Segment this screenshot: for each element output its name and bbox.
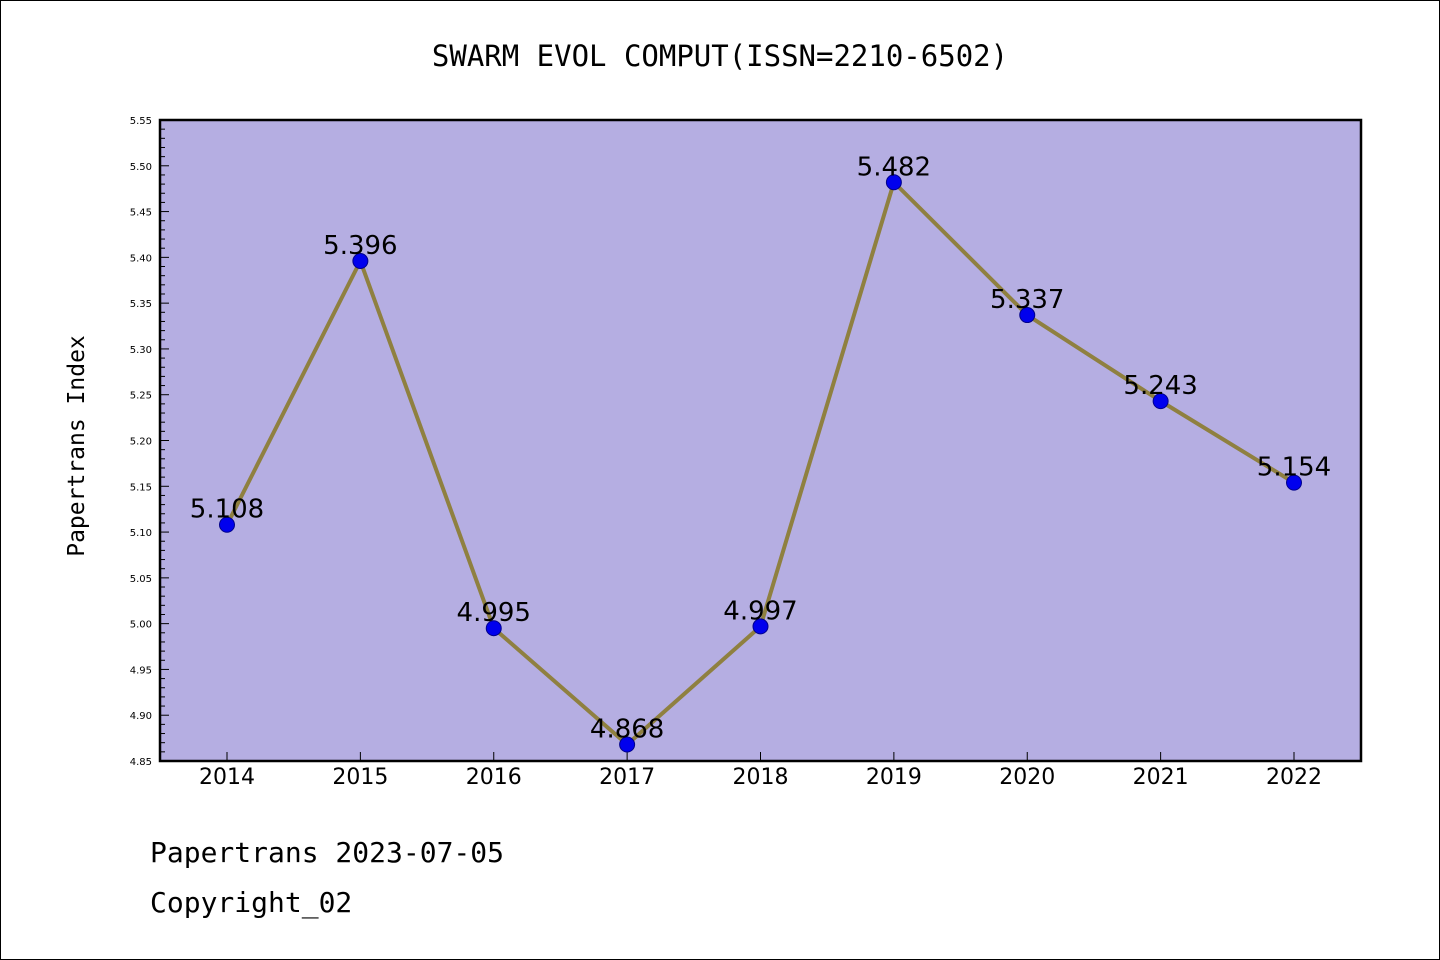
data-label: 5.108 bbox=[190, 495, 264, 525]
data-point bbox=[1019, 307, 1036, 324]
x-tick-label: 2015 bbox=[332, 765, 388, 790]
x-tick-label: 2021 bbox=[1133, 765, 1189, 790]
data-point bbox=[1286, 474, 1302, 491]
y-tick-label: 5.55 bbox=[130, 116, 152, 127]
x-axis: 2014 2015 2016 2017 2018 2019 2020 2021 2022 bbox=[199, 752, 1322, 790]
data-label: 5.396 bbox=[323, 231, 397, 261]
y-tick-label: 5.15 bbox=[130, 482, 152, 493]
plot-border bbox=[158, 118, 1363, 763]
y-tick-label: 4.85 bbox=[130, 757, 152, 768]
series-group: 5.108 5.396 4.995 4.868 4.997 5.482 5.337 5.243… bbox=[190, 152, 1331, 753]
x-tick-label: 2014 bbox=[199, 765, 255, 790]
plot-area bbox=[160, 120, 1361, 761]
y-tick-label: 5.45 bbox=[130, 208, 152, 219]
y-tick-label: 5.30 bbox=[130, 345, 152, 356]
data-point bbox=[485, 620, 502, 637]
data-point bbox=[885, 174, 902, 191]
data-label: 4.995 bbox=[457, 598, 531, 628]
data-point bbox=[1152, 393, 1169, 410]
data-label: 5.154 bbox=[1257, 453, 1331, 483]
footer-date: Papertrans 2023-07-05 bbox=[150, 836, 505, 869]
y-tick-label: 5.25 bbox=[130, 391, 152, 402]
data-point bbox=[219, 516, 235, 533]
data-label: 4.997 bbox=[723, 596, 797, 626]
x-tick-label: 2017 bbox=[599, 765, 655, 790]
data-point bbox=[352, 253, 369, 270]
data-label: 5.337 bbox=[990, 285, 1064, 315]
x-tick-label: 2020 bbox=[999, 765, 1055, 790]
data-point bbox=[619, 736, 636, 753]
y-tick-label: 4.90 bbox=[130, 711, 152, 722]
y-tick-label: 4.95 bbox=[130, 665, 152, 676]
data-label: 4.868 bbox=[590, 715, 664, 745]
y-tick-label: 5.50 bbox=[130, 162, 152, 173]
x-tick-label: 2019 bbox=[866, 765, 922, 790]
data-label: 5.243 bbox=[1123, 371, 1197, 401]
x-tick-label: 2016 bbox=[466, 765, 522, 790]
chart-title: SWARM EVOL COMPUT(ISSN=2210-6502) bbox=[432, 39, 1008, 73]
y-tick-label: 5.20 bbox=[130, 437, 152, 448]
x-tick-label: 2018 bbox=[733, 765, 789, 790]
footer-copyright: Copyright_02 bbox=[150, 886, 353, 919]
y-axis-label: Papertrans Index bbox=[64, 335, 90, 557]
data-label: 5.482 bbox=[857, 152, 931, 182]
y-tick-label: 5.35 bbox=[130, 299, 152, 310]
y-tick-label: 5.00 bbox=[130, 620, 152, 631]
y-tick-label: 5.05 bbox=[130, 574, 152, 585]
data-point bbox=[752, 618, 769, 635]
y-tick-label: 5.10 bbox=[130, 528, 152, 539]
x-tick-label: 2022 bbox=[1266, 765, 1322, 790]
y-tick-label: 5.40 bbox=[130, 253, 152, 264]
